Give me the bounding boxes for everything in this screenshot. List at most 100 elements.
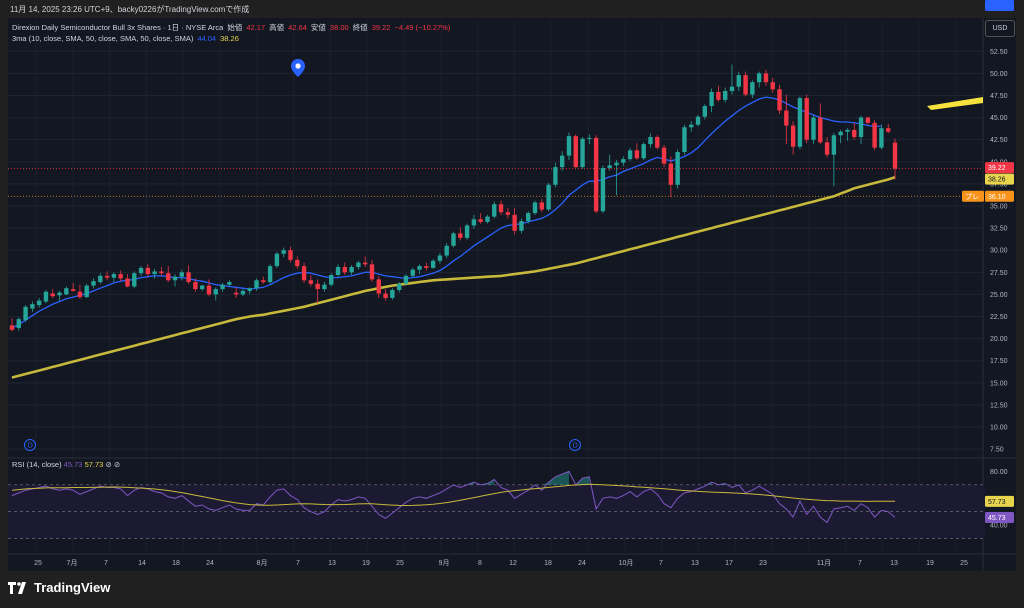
candle-body: [390, 290, 395, 298]
candle-body: [675, 152, 680, 185]
candle-body: [872, 122, 877, 148]
symbol-title[interactable]: Direxion Daily Semiconductor Bull 3x Sha…: [12, 23, 224, 32]
candle-body: [281, 250, 286, 254]
time-axis-label: 23: [759, 560, 767, 567]
rsi-overbought-fill: [582, 476, 590, 485]
ma-slow-badge: 38.26: [988, 177, 1006, 184]
low-value: 38.00: [329, 23, 349, 32]
candle-body: [519, 221, 524, 231]
candle-body: [587, 137, 592, 139]
time-axis-label: 14: [138, 560, 146, 567]
price-tick-label: 12.50: [990, 402, 1008, 409]
candle-body: [322, 284, 327, 290]
candle-body: [403, 275, 409, 284]
candle-body: [261, 280, 266, 283]
currency-button[interactable]: USD: [985, 20, 1015, 37]
candle-body: [267, 266, 273, 283]
last-price-badge: 39.22: [988, 165, 1006, 172]
high-value: 42.64: [288, 23, 307, 32]
candle-body: [132, 273, 137, 287]
time-axis-label: 19: [362, 560, 370, 567]
tradingview-logo-icon: [8, 581, 26, 594]
candle-body: [213, 289, 218, 295]
price-tick-label: 22.50: [990, 314, 1008, 321]
pre-price-badge: 36.10: [988, 194, 1006, 201]
rsi-label[interactable]: RSI (14, close): [12, 460, 62, 469]
candle-body: [227, 282, 232, 285]
ma-slow-line: [11, 175, 896, 379]
candle-body: [98, 275, 103, 283]
candle-body: [702, 106, 708, 117]
candle-body: [369, 264, 375, 280]
ma-fast-badge-bg: [985, 0, 1014, 11]
candle-body: [315, 283, 320, 290]
time-axis-label: 8月: [257, 559, 268, 567]
price-tick-label: 35.00: [990, 204, 1008, 211]
candle-body: [784, 110, 789, 126]
candle-body: [593, 137, 599, 212]
candle-body: [138, 267, 144, 274]
location-pin-icon[interactable]: [291, 59, 305, 82]
snapshot-caption: 11月 14, 2025 23:26 UTC+9、backy0226がTradi…: [10, 5, 250, 14]
candle-body: [831, 135, 837, 155]
candle-body: [172, 276, 178, 281]
time-axis-label: 7: [104, 560, 108, 567]
rsi-overbought-fill: [555, 474, 563, 485]
candle-body: [274, 253, 280, 267]
candle-body: [36, 300, 42, 306]
candle-body: [396, 283, 402, 290]
candle-body: [77, 291, 83, 298]
tradingview-logo[interactable]: TradingView: [8, 580, 110, 595]
candle-body: [892, 142, 898, 169]
candle-body: [641, 144, 646, 159]
candle-body: [356, 262, 361, 268]
time-axis-label: 18: [172, 560, 180, 567]
price-tick-label: 52.50: [990, 49, 1008, 56]
candle-body: [84, 285, 89, 298]
candle-body: [9, 325, 15, 330]
candle-body: [471, 219, 477, 226]
price-tick-label: 7.50: [990, 447, 1004, 454]
candle-body: [804, 98, 809, 140]
candle-body: [50, 293, 55, 297]
candle-body: [240, 290, 246, 295]
candle-body: [363, 262, 368, 265]
open-label: 始値: [227, 23, 243, 32]
candle-body: [254, 280, 259, 289]
candle-body: [444, 245, 449, 256]
time-axis-label: 18: [544, 560, 552, 567]
rsi-overbought-fill: [704, 482, 712, 485]
rsi-ma-line: [11, 483, 895, 507]
candle-body: [716, 91, 721, 100]
candle-body: [818, 117, 823, 143]
time-axis-label: 19: [926, 560, 934, 567]
candle-body: [655, 137, 660, 148]
candle-body: [451, 233, 456, 246]
candle-body: [750, 82, 755, 95]
dividend-marker-label: D: [28, 443, 33, 450]
time-axis-label: 12: [509, 560, 517, 567]
indicator-label[interactable]: 3ma (10, close, SMA, 50, close, SMA, 50,…: [12, 34, 194, 43]
hide-icon[interactable]: ⊘: [105, 460, 112, 469]
pre-price-badge-bg: [985, 190, 1014, 202]
candle-body: [111, 274, 117, 278]
candle-body: [430, 260, 436, 268]
ma-fast-value: 44.04: [197, 34, 217, 43]
price-tick-label: 32.50: [990, 226, 1008, 233]
candle-body: [634, 150, 640, 159]
price-tick-label: 45.00: [990, 115, 1008, 122]
price-tick-label: 10.00: [990, 425, 1008, 432]
rsi-ma-badge-bg: [985, 495, 1014, 507]
candle-body: [64, 288, 69, 295]
dividend-marker-icon: [569, 439, 581, 451]
candle-body: [709, 91, 714, 107]
ma-slow-value: 38.26: [220, 34, 239, 43]
candle-body: [627, 150, 633, 160]
candle-body: [723, 91, 728, 100]
candle-body: [417, 266, 422, 270]
rsi-value: 45.73: [63, 460, 83, 469]
time-axis-label: 13: [890, 560, 898, 567]
hide-icon-2[interactable]: ⊘: [113, 460, 121, 469]
candle-body: [559, 155, 565, 168]
